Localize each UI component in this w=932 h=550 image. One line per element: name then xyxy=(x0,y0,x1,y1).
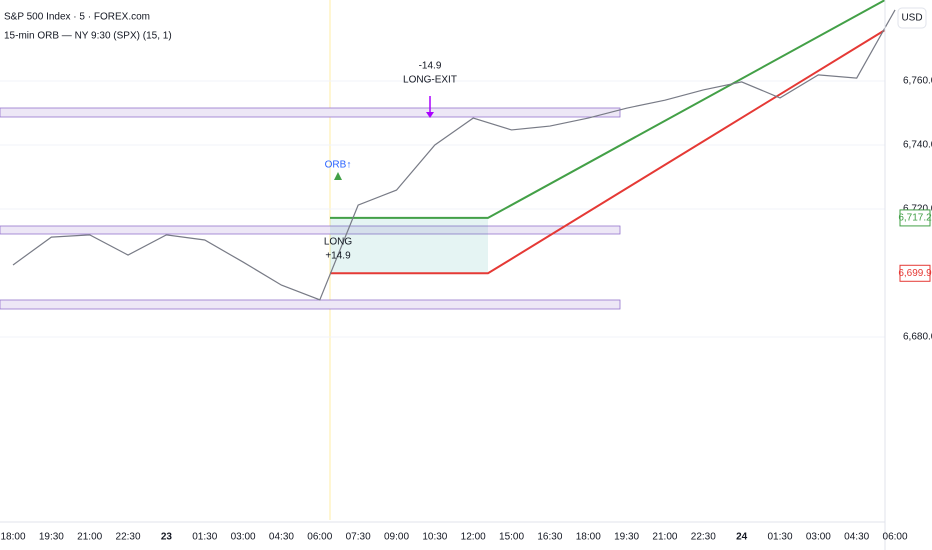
arrow xyxy=(426,112,434,118)
price-label: 6,717.2 xyxy=(898,213,932,224)
plot xyxy=(0,0,896,338)
currency[interactable]: USD xyxy=(901,13,922,24)
x-tick-label: 22:30 xyxy=(116,532,141,543)
range-box xyxy=(0,107,621,118)
x-tick-label: 19:30 xyxy=(39,532,64,543)
chart-title: S&P 500 Index · 5 · FOREX.com xyxy=(4,12,150,23)
annotation: LONG-EXIT xyxy=(403,75,457,86)
x-tick-label: 21:00 xyxy=(652,532,677,543)
x-tick-label: 09:00 xyxy=(384,532,409,543)
price-label: 6,699.9 xyxy=(898,268,932,279)
annotation: ORB↑ xyxy=(325,160,352,171)
x-tick-label: 03:00 xyxy=(806,532,831,543)
x-tick-label: 04:30 xyxy=(844,532,869,543)
arrow xyxy=(334,172,342,180)
chart-subtitle: 15-min ORB — NY 9:30 (SPX) (15, 1) xyxy=(4,31,172,42)
x-tick-label: 07:30 xyxy=(346,532,371,543)
target-line xyxy=(330,0,886,219)
x-tick-label: 18:00 xyxy=(576,532,601,543)
x-tick-label: 22:30 xyxy=(691,532,716,543)
x-tick-label: 01:30 xyxy=(767,532,792,543)
x-tick-label: 18:00 xyxy=(0,532,25,543)
x-tick-label: 03:00 xyxy=(231,532,256,543)
annotation: +14.9 xyxy=(325,251,351,262)
annotation: -14.9 xyxy=(419,61,442,72)
x-tick-label: 23 xyxy=(161,532,173,543)
price-label-box xyxy=(899,264,931,282)
x-tick-label: 12:00 xyxy=(461,532,486,543)
stop-line xyxy=(330,29,886,275)
orb-zone xyxy=(330,217,488,274)
x-tick-label: 21:00 xyxy=(77,532,102,543)
price-label-box xyxy=(899,209,931,227)
range-box xyxy=(0,225,621,235)
x-tick-label: 15:00 xyxy=(499,532,524,543)
y-tick-label: 6,760.0 xyxy=(903,76,932,87)
price-line xyxy=(12,9,896,301)
range-box xyxy=(0,299,621,310)
x-tick-label: 06:00 xyxy=(307,532,332,543)
x-tick-label: 01:30 xyxy=(192,532,217,543)
x-tick-label: 06:00 xyxy=(883,532,908,543)
y-tick-label: 6,740.0 xyxy=(903,140,932,151)
x-tick-label: 04:30 xyxy=(269,532,294,543)
y-tick-label: 6,680.0 xyxy=(903,332,932,343)
x-tick-label: 16:30 xyxy=(537,532,562,543)
x-tick-label: 19:30 xyxy=(614,532,639,543)
annotation: LONG xyxy=(324,237,353,248)
y-tick-label: 6,720.0 xyxy=(903,204,932,215)
currency-button[interactable] xyxy=(897,7,927,29)
x-tick-label: 10:30 xyxy=(422,532,447,543)
x-tick-label: 24 xyxy=(736,532,748,543)
